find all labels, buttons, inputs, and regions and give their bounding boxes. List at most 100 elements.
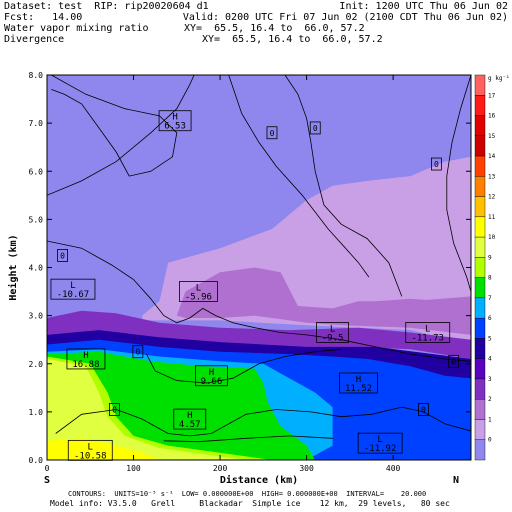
colorbar-swatch <box>474 358 486 380</box>
extremum-value: 6.53 <box>164 122 186 132</box>
moisture-region-3 <box>47 310 471 359</box>
field2-name: Divergence <box>4 34 65 45</box>
colorbar-level-label: 16 <box>488 113 496 120</box>
extremum-kind: H <box>356 375 361 385</box>
divergence-contour-5 <box>446 75 471 292</box>
extremum-value: 4.57 <box>179 420 201 430</box>
north-label: N <box>453 475 459 486</box>
extremum-kind: L <box>88 442 93 452</box>
x-tick-label: 400 <box>386 464 401 473</box>
zero-contour-box <box>57 249 68 262</box>
colorbar-swatch <box>474 115 486 136</box>
colorbar-swatch <box>474 155 486 177</box>
colorbar-swatch <box>474 399 486 420</box>
y-axis-label: Height (km) <box>7 234 19 300</box>
divergence-contour-2 <box>228 75 370 278</box>
extremum-value: -5.96 <box>185 293 212 303</box>
colorbar-swatch <box>474 95 486 116</box>
colorbar-swatch <box>474 236 486 258</box>
y-tick-label: 3.0 <box>29 312 44 321</box>
x-tick-label: 300 <box>299 464 314 473</box>
extremum-value: -11.73 <box>411 333 444 343</box>
field2-xy: XY= 65.5, 16.4 to 66.0, 57.2 <box>202 34 383 45</box>
y-tick-label: 0.0 <box>29 456 44 465</box>
moisture-region-10 <box>47 358 246 460</box>
field1-xy: XY= 65.5, 16.4 to 66.0, 57.2 <box>184 23 365 34</box>
extremum-kind: L <box>425 324 430 334</box>
colorbar-level-label: 8 <box>488 275 492 282</box>
zero-contour-label: 0 <box>270 129 275 138</box>
colorbar-level-label: 12 <box>488 194 496 201</box>
extremum-kind: L <box>70 281 75 291</box>
init-time: Init: 1200 UTC Thu 06 Jun 02 <box>339 1 508 12</box>
zero-contour-box <box>266 126 278 140</box>
y-tick-label: 7.0 <box>29 119 44 128</box>
extremum-value: 11.52 <box>345 384 372 394</box>
extremum-kind: L <box>196 284 201 294</box>
colorbar-swatch <box>474 297 486 319</box>
y-tick-label: 4.0 <box>29 264 44 273</box>
colorbar-level-label: 4 <box>488 356 492 363</box>
extremum-kind: H <box>172 113 177 123</box>
x-axis-label: Distance (km) <box>220 474 298 486</box>
extremum-value: -10.67 <box>57 290 90 300</box>
extremum-kind: L <box>377 435 382 445</box>
y-tick-label: 6.0 <box>29 167 44 176</box>
extremum-box <box>405 322 451 343</box>
valid-time: Valid: 0200 UTC Fri 07 Jun 02 (2100 CDT … <box>182 12 508 23</box>
south-label: S <box>44 475 50 486</box>
extremum-value: -9.5 <box>322 333 344 343</box>
colorbar-level-label: 11 <box>488 214 496 221</box>
colorbar-level-label: 2 <box>488 396 492 403</box>
y-tick-label: 8.0 <box>29 71 44 80</box>
colorbar-level-label: 10 <box>488 234 496 241</box>
moisture-region-11 <box>47 438 160 460</box>
zero-contour-box <box>430 157 442 171</box>
extremum-kind: H <box>83 351 88 361</box>
extremum-kind: H <box>187 411 192 421</box>
zero-contour-label: 0 <box>421 405 426 414</box>
divergence-contour-layer <box>47 75 471 443</box>
extremum-value: -10.58 <box>74 451 107 461</box>
colorbar-swatch <box>474 317 486 339</box>
colorbar-level-label: 7 <box>488 295 492 302</box>
colorbar-swatch <box>474 176 486 197</box>
moisture-region-2 <box>341 298 471 314</box>
colorbar-swatch <box>474 257 486 278</box>
extremum-box <box>339 372 378 394</box>
divergence-contour-4 <box>47 240 471 362</box>
colorbar-swatch <box>474 338 486 359</box>
zero-contour-label: 0 <box>434 160 439 169</box>
zero-contour-box <box>132 345 144 359</box>
colorbar-level-label: 5 <box>488 335 492 342</box>
colorbar-swatch <box>474 196 486 218</box>
divergence-contour-0 <box>51 75 178 177</box>
divergence-contour-6 <box>146 348 342 384</box>
colorbar-swatch <box>474 439 486 461</box>
x-tick-label: 0 <box>45 464 50 473</box>
zero-contour-box <box>309 121 321 135</box>
zero-contour-label: 0 <box>112 405 117 414</box>
zero-contour-label: 0 <box>60 251 65 260</box>
moisture-fill-layer <box>47 75 471 460</box>
extremum-box <box>158 110 192 132</box>
extrema-label-layer: H6.53L-10.67L-5.96L-9.5L-11.73H16.88H9.6… <box>50 110 460 461</box>
colorbar-level-label: 14 <box>488 153 496 160</box>
extremum-box <box>50 278 96 300</box>
extremum-box <box>179 281 218 302</box>
colorbar-level-label: 17 <box>488 92 496 99</box>
colorbar-level-label: 15 <box>488 133 496 140</box>
divergence-contour-7 <box>55 406 471 437</box>
colorbar-swatch <box>474 378 486 400</box>
colorbar-level-label: 1 <box>488 416 492 423</box>
colorbar-level-label: 3 <box>488 376 492 383</box>
colorbar-level-label: 13 <box>488 173 496 180</box>
y-tick-label: 2.0 <box>29 360 44 369</box>
field1-name: Water vapor mixing ratio <box>4 23 149 34</box>
colorbar-swatch <box>474 74 486 96</box>
model-info: Model info: V3.5.0 Grell Blackadar Simpl… <box>50 499 450 508</box>
extremum-box <box>195 365 228 387</box>
colorbar-swatch <box>474 419 486 440</box>
